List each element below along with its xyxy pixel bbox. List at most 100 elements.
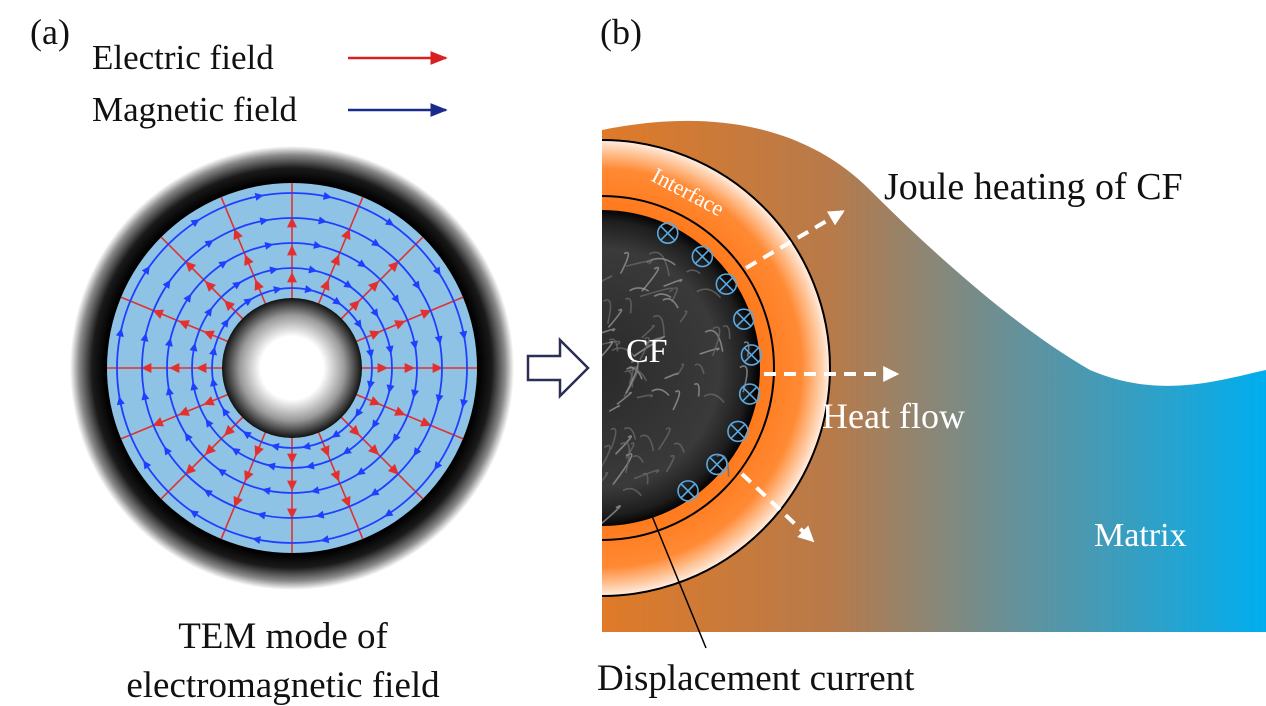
magnetic-field-arrowhead [269,266,279,275]
electric-field-arrowhead [233,228,243,241]
magnetic-field-arrowhead [165,386,174,396]
cf-texture-stroke [614,435,632,455]
electric-field-arrowhead [152,309,165,319]
magnetic-field-arrowhead [210,377,218,387]
magnetic-field-arrowhead [412,280,421,290]
electric-field-arrowhead [377,363,388,373]
cf-texture-stroke [639,336,650,361]
cf-texture-stroke [704,329,724,352]
magnetic-field-arrowhead [386,384,395,394]
current-symbol-circle [706,453,728,476]
electric-field-arrowhead [178,320,190,330]
magnetic-field-arrowhead [115,327,124,337]
electric-field-arrowhead [404,363,415,373]
magnetic-field-arrowhead [459,330,468,340]
cf-texture-stroke [673,442,685,453]
magnetic-field-arrowhead [251,536,261,545]
cf-texture-stroke [739,365,748,393]
electric-field-arrowhead [205,281,216,292]
magnetic-field-arrowhead [183,293,192,303]
cf-texture-stroke [602,444,611,468]
electric-field-arrowhead [387,261,399,273]
magnetic-field-arrowhead [190,219,200,228]
legend-magnetic-label: Magnetic field [92,90,298,129]
magnetic-field-arrowhead [331,429,341,438]
magnetic-field-arrowhead [434,461,443,471]
electric-field-arrowhead [244,470,254,482]
cf-texture-stroke [612,453,633,486]
electric-field-arrowhead [287,272,297,283]
current-symbol-cross [718,276,734,292]
cf-texture-stroke [663,279,683,288]
magnetic-field-arrowhead [217,468,227,477]
electric-field-arrowhead [432,363,443,373]
magnetic-field-arrowhead [220,318,229,328]
panel-b-label: (b) [600,12,642,52]
magnetic-field-arrowhead [259,217,269,226]
magnetic-field-arrowhead [140,332,149,342]
magnetic-field-arrowhead [323,191,333,200]
displacement-leader-line [651,515,707,649]
magnetic-field-arrowhead [116,396,125,406]
electric-field-arrowhead [254,279,264,291]
magnetic-field-arrowhead [384,508,394,517]
electric-field-arrowhead [287,217,297,228]
cf-texture-stroke [633,335,666,357]
cf-texture-stroke [657,427,671,451]
magnetic-field-arrowhead [343,280,353,289]
current-into-page-icon [715,273,738,295]
cf-texture-stroke [603,299,612,324]
cf-texture-stroke [653,293,672,299]
electric-field-arrowhead [152,417,165,427]
magnetic-field-circle [116,192,468,544]
magnetic-field-arrowhead [385,217,395,226]
magnetic-field-arrowhead [162,279,171,289]
magnetic-field-arrowhead [261,487,271,495]
magnetic-field-arrowhead [367,380,375,390]
cf-texture-stroke [602,328,616,334]
electric-field-arrowhead [348,300,360,312]
panel-a-caption-line1: TEM mode of [178,616,388,657]
electric-field-arrowhead [196,363,207,373]
magnetic-field-arrowhead [305,461,315,470]
magnetic-field-arrowhead [434,335,443,345]
cf-texture-stroke [625,297,632,314]
electric-field-arrowhead [320,279,330,291]
magnetic-field-arrowhead [342,446,352,455]
cf-texture-stroke [622,487,642,497]
magnetic-field-arrowhead [184,432,193,442]
heat-flow-arrows [740,210,900,543]
tem-mode-diagram [70,146,514,590]
magnetic-field-arrowhead [385,345,394,355]
cf-texture-stroke [625,260,653,268]
current-symbol-circle [715,273,738,295]
magnetic-field-arrowhead [304,285,314,293]
cf-texture-stroke [679,310,688,323]
cf-texture-stroke [743,341,750,357]
interface-inner-boundary [602,195,775,541]
magnetic-field-circle [191,267,393,469]
cf-texture-stroke [711,326,721,357]
electric-field-arrowhead [224,300,236,312]
current-symbol-cross [730,423,746,439]
magnetic-field-arrowhead [190,381,199,391]
electric-field-arrowhead [169,363,180,373]
magnetic-field-arrowhead [332,296,342,305]
cf-texture-stroke [641,266,660,292]
cf-texture-stroke [693,383,700,397]
panel-a-label: (a) [30,12,70,52]
current-symbol-cross [680,483,696,499]
magnetic-field-arrowhead [371,238,381,247]
magnetic-field-arrowhead [232,281,242,290]
electric-field-arrowhead [224,424,236,436]
cf-texture-stroke [636,394,653,399]
magnetic-field-arrowhead [432,266,441,276]
cf-texture-stroke [602,275,613,283]
cf-texture-stroke [629,287,650,292]
cf-texture-stroke [662,297,679,309]
cf-texture-stroke [602,472,609,482]
magnetic-field-arrowhead [356,467,366,476]
cf-texture-stroke [696,288,722,299]
magnetic-field-arrowhead [264,241,274,250]
electric-field-arrowhead [254,445,264,457]
